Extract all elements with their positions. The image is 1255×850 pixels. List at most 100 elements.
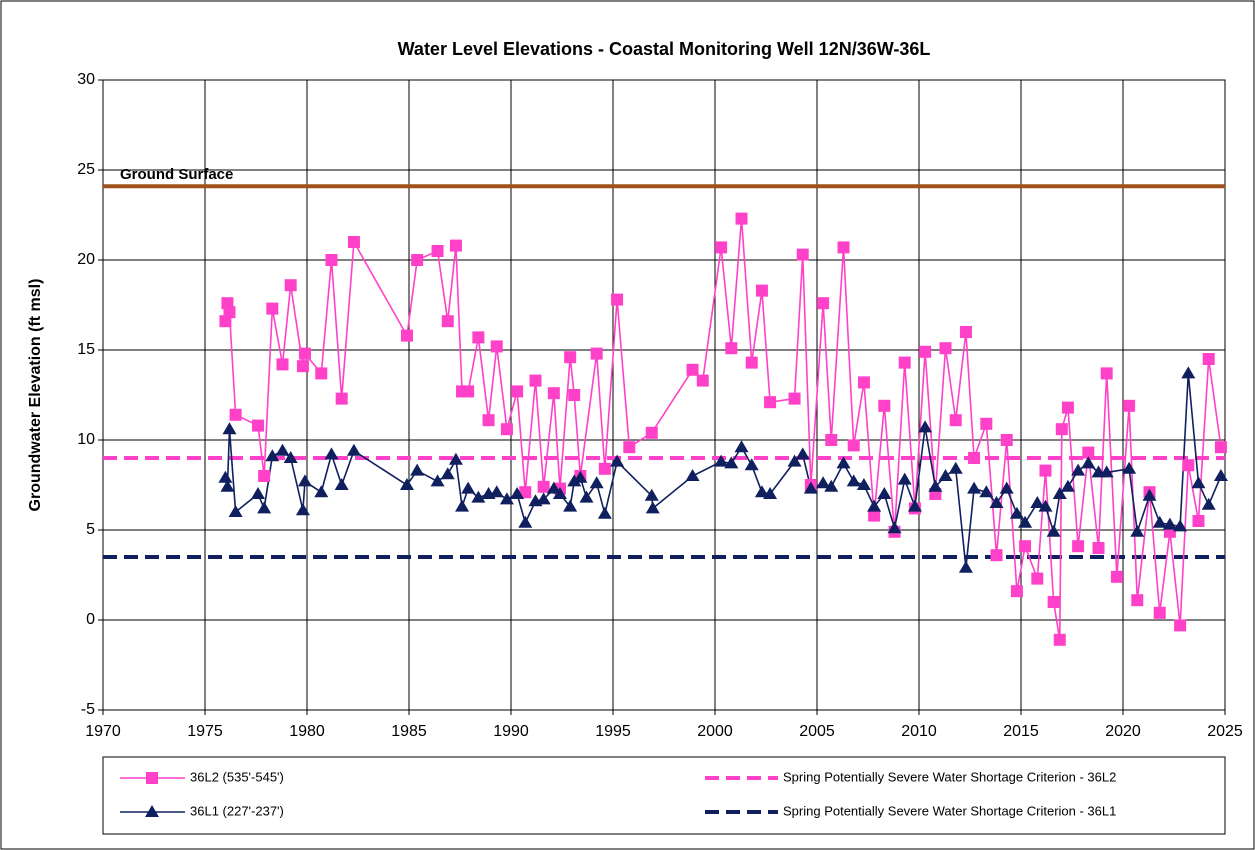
x-tick-label: 1990	[493, 723, 529, 740]
data-point	[547, 387, 560, 400]
legend-label: 36L2 (535'-545')	[190, 769, 284, 784]
data-point	[314, 485, 329, 498]
data-point	[949, 414, 962, 427]
data-point	[490, 340, 503, 353]
data-point	[430, 474, 445, 487]
data-point	[590, 347, 603, 360]
data-point	[295, 503, 310, 516]
data-point	[252, 419, 265, 432]
data-point	[1162, 517, 1177, 530]
data-point	[980, 417, 993, 430]
data-point	[296, 360, 309, 373]
data-point	[275, 443, 290, 456]
data-point	[411, 254, 424, 266]
data-point	[1019, 540, 1032, 553]
data-point	[228, 505, 243, 517]
x-tick-label: 2020	[1105, 723, 1141, 740]
data-point	[146, 772, 158, 784]
y-tick-label: 0	[86, 611, 95, 628]
data-point	[1082, 446, 1095, 459]
data-point	[283, 451, 298, 463]
data-point	[898, 356, 911, 369]
data-point	[431, 245, 444, 257]
data-point	[276, 358, 289, 371]
x-tick-label: 2000	[697, 723, 733, 740]
data-point	[939, 342, 952, 355]
data-point	[335, 392, 348, 405]
data-point	[714, 454, 729, 467]
data-point	[1071, 463, 1086, 476]
data-point	[816, 476, 831, 489]
data-point	[510, 487, 525, 499]
data-point	[897, 472, 912, 485]
data-point	[796, 248, 809, 261]
data-point	[948, 461, 963, 474]
data-point	[907, 499, 922, 512]
data-point	[787, 454, 802, 467]
data-point	[1010, 585, 1023, 598]
data-point	[564, 351, 577, 364]
data-point	[1061, 401, 1074, 414]
data-point	[968, 452, 981, 464]
data-point	[686, 363, 699, 376]
data-point	[1173, 519, 1188, 532]
data-point	[251, 487, 266, 499]
data-point	[589, 476, 604, 489]
data-point	[597, 506, 612, 519]
data-point	[857, 376, 870, 389]
data-point	[824, 479, 839, 492]
data-point	[1031, 572, 1044, 585]
data-point	[315, 367, 328, 380]
data-point	[623, 441, 636, 454]
data-point	[836, 456, 851, 469]
data-point	[1018, 515, 1033, 528]
x-tick-label: 1975	[187, 723, 223, 740]
data-point	[145, 805, 159, 817]
data-point	[825, 434, 838, 446]
data-point	[788, 392, 801, 405]
data-point	[400, 329, 413, 342]
data-point	[918, 420, 933, 433]
chart-title: Water Level Elevations - Coastal Monitor…	[398, 39, 931, 59]
data-point	[500, 423, 513, 436]
data-point	[573, 470, 588, 483]
data-point	[967, 481, 982, 494]
data-point	[877, 487, 892, 499]
data-point	[1060, 479, 1075, 492]
data-point	[220, 479, 235, 492]
x-tick-label: 2025	[1207, 723, 1243, 740]
y-tick-label: 30	[77, 71, 95, 88]
data-point	[529, 374, 542, 387]
data-point	[1191, 476, 1206, 489]
data-point	[579, 490, 594, 503]
data-point	[979, 485, 994, 498]
data-point	[938, 469, 953, 481]
data-point	[222, 422, 237, 435]
data-point	[325, 254, 338, 266]
data-point	[284, 279, 297, 292]
data-point	[764, 396, 777, 409]
y-tick-label: 5	[86, 521, 95, 538]
data-point	[1142, 488, 1157, 501]
data-point	[257, 501, 272, 514]
x-tick-label: 2010	[901, 723, 937, 740]
data-point	[990, 549, 1003, 562]
x-tick-label: 1995	[595, 723, 631, 740]
data-point	[724, 456, 739, 469]
data-point	[347, 236, 360, 248]
legend-label: 36L1 (227'-237')	[190, 803, 284, 818]
data-point	[519, 486, 532, 499]
data-point	[1072, 540, 1085, 553]
data-point	[754, 485, 769, 498]
x-tick-label: 2015	[1003, 723, 1039, 740]
data-point	[1174, 619, 1187, 632]
data-point	[471, 490, 486, 503]
data-point	[958, 560, 973, 573]
plot-area	[102, 79, 1226, 711]
data-point	[297, 474, 312, 487]
data-point	[725, 342, 738, 355]
data-point	[1009, 506, 1024, 519]
data-point	[499, 492, 514, 505]
data-point	[266, 302, 279, 315]
data-point	[645, 501, 660, 514]
